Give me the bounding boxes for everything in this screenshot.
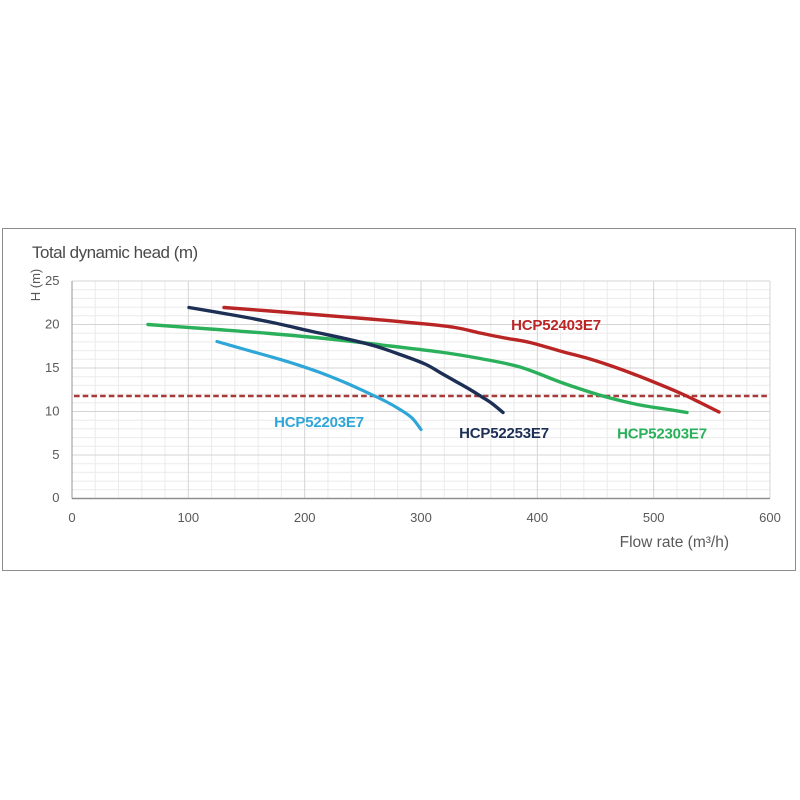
svg-text:500: 500: [643, 510, 665, 525]
svg-text:10: 10: [45, 404, 59, 419]
svg-text:200: 200: [294, 510, 316, 525]
svg-text:5: 5: [52, 447, 59, 462]
svg-text:HCP52203E7: HCP52203E7: [274, 414, 364, 431]
svg-text:HCP52403E7: HCP52403E7: [511, 317, 601, 334]
svg-text:300: 300: [410, 510, 432, 525]
svg-text:25: 25: [45, 273, 59, 288]
svg-text:100: 100: [177, 510, 199, 525]
svg-text:0: 0: [68, 510, 75, 525]
svg-text:600: 600: [759, 510, 781, 525]
svg-text:0: 0: [52, 490, 59, 505]
svg-text:Total dynamic head (m): Total dynamic head (m): [32, 243, 198, 262]
svg-text:H (m): H (m): [28, 269, 43, 302]
svg-text:15: 15: [45, 360, 59, 375]
svg-text:400: 400: [526, 510, 548, 525]
svg-text:20: 20: [45, 317, 59, 332]
svg-text:HCP52253E7: HCP52253E7: [459, 425, 549, 442]
svg-text:Flow rate (m³/h): Flow rate (m³/h): [620, 534, 729, 551]
svg-text:HCP52303E7: HCP52303E7: [617, 426, 707, 443]
